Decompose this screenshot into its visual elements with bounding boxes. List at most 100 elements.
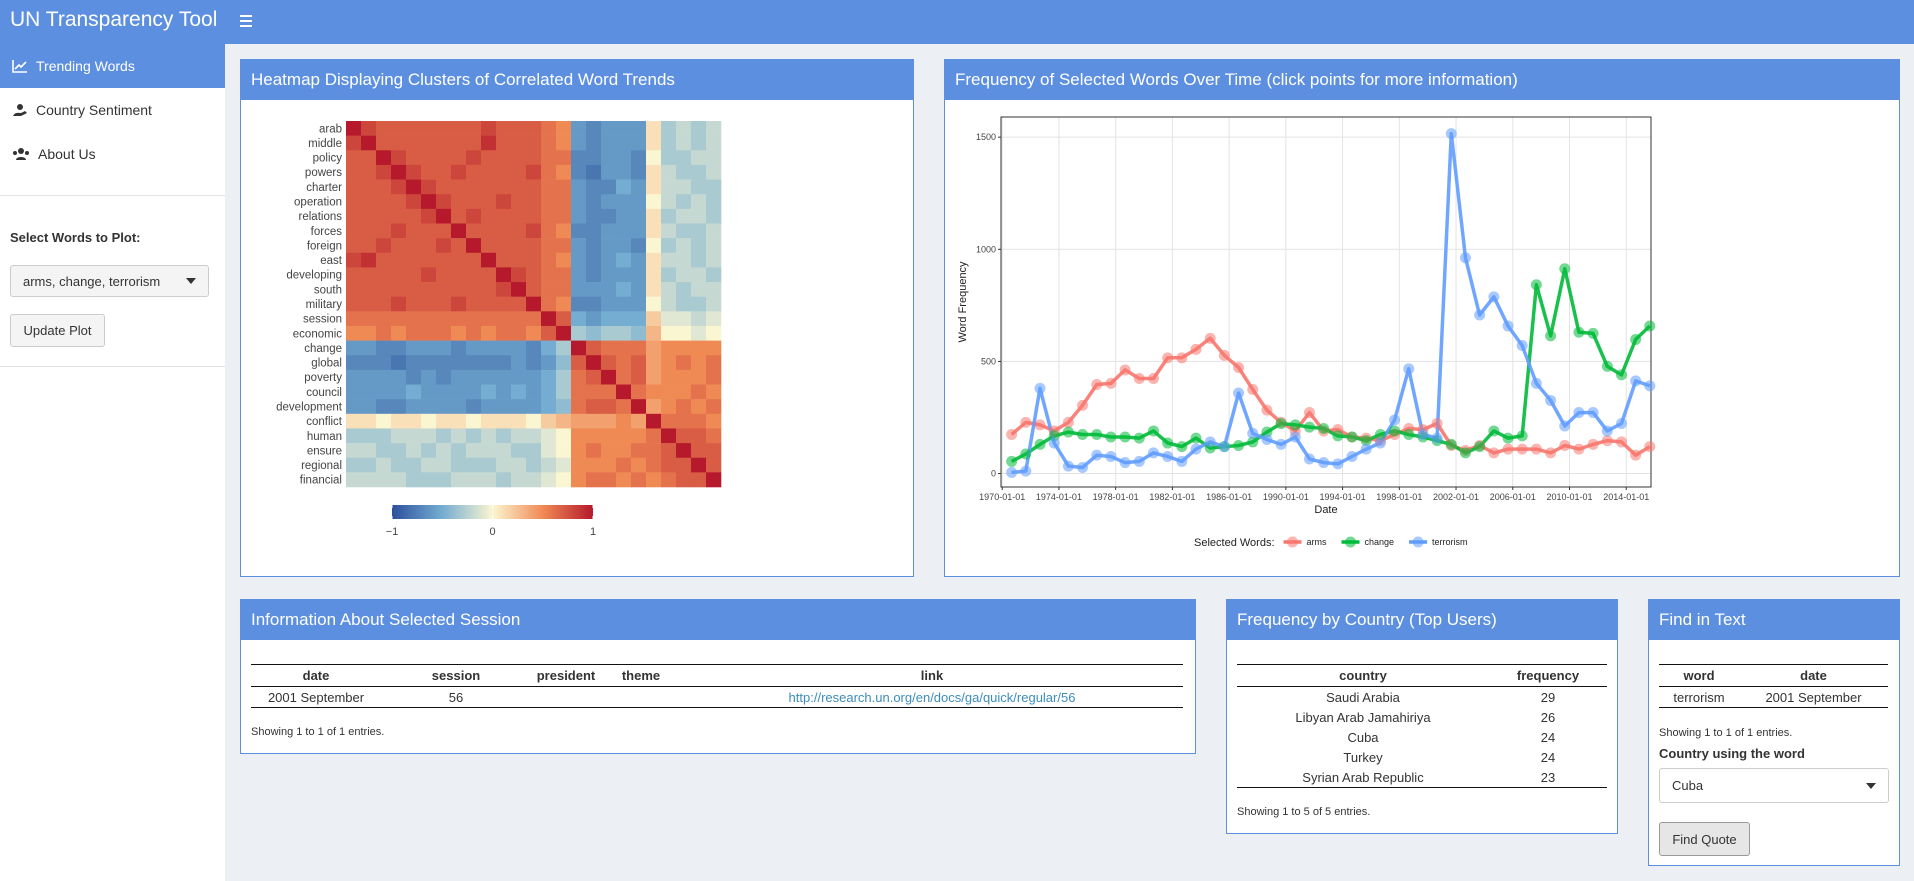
data-point[interactable] <box>1119 431 1131 443</box>
data-point[interactable] <box>1403 429 1415 441</box>
word-select[interactable]: arms, change, terrorism <box>10 265 209 297</box>
table-cell[interactable]: http://research.un.org/en/docs/ga/quick/… <box>681 686 1183 708</box>
data-point[interactable] <box>1289 419 1301 431</box>
data-point[interactable] <box>1573 326 1585 338</box>
data-point[interactable] <box>1346 431 1358 443</box>
data-point[interactable] <box>1303 453 1315 465</box>
data-point[interactable] <box>1204 436 1216 448</box>
data-point[interactable] <box>1247 383 1259 395</box>
data-point[interactable] <box>1091 379 1103 391</box>
data-point[interactable] <box>1020 448 1032 460</box>
data-point[interactable] <box>1303 421 1315 433</box>
data-point[interactable] <box>1615 369 1627 381</box>
data-point[interactable] <box>1587 327 1599 339</box>
data-point[interactable] <box>1133 372 1145 384</box>
data-point[interactable] <box>1034 382 1046 394</box>
data-point[interactable] <box>1644 320 1656 332</box>
data-point[interactable] <box>1573 443 1585 455</box>
data-point[interactable] <box>1559 440 1571 452</box>
data-point[interactable] <box>1218 441 1230 453</box>
update-button[interactable]: Update Plot <box>10 314 105 347</box>
data-point[interactable] <box>1403 363 1415 375</box>
data-point[interactable] <box>1176 441 1188 453</box>
data-point[interactable] <box>1162 451 1174 463</box>
data-point[interactable] <box>1601 425 1613 437</box>
data-point[interactable] <box>1431 418 1443 430</box>
data-point[interactable] <box>1176 352 1188 364</box>
data-point[interactable] <box>1601 435 1613 447</box>
data-point[interactable] <box>1233 361 1245 373</box>
data-point[interactable] <box>1204 332 1216 344</box>
data-point[interactable] <box>1062 460 1074 472</box>
find-button[interactable]: Find Quote <box>1659 822 1750 856</box>
data-point[interactable] <box>1530 279 1542 291</box>
data-point[interactable] <box>1332 458 1344 470</box>
data-point[interactable] <box>1516 430 1528 442</box>
data-point[interactable] <box>1162 352 1174 364</box>
data-point[interactable] <box>1488 447 1500 459</box>
data-point[interactable] <box>1516 340 1528 352</box>
data-point[interactable] <box>1261 433 1273 445</box>
data-point[interactable] <box>1360 435 1372 447</box>
data-point[interactable] <box>1133 455 1145 467</box>
data-point[interactable] <box>1176 455 1188 467</box>
data-point[interactable] <box>1020 416 1032 428</box>
data-point[interactable] <box>1587 438 1599 450</box>
data-point[interactable] <box>1530 443 1542 455</box>
data-point[interactable] <box>1502 432 1514 444</box>
data-point[interactable] <box>1459 447 1471 459</box>
data-point[interactable] <box>1488 425 1500 437</box>
data-point[interactable] <box>1644 441 1656 453</box>
data-point[interactable] <box>1020 465 1032 477</box>
data-point[interactable] <box>1105 431 1117 443</box>
data-point[interactable] <box>1105 377 1117 389</box>
data-point[interactable] <box>1417 429 1429 441</box>
data-point[interactable] <box>1077 461 1089 473</box>
data-point[interactable] <box>1147 425 1159 437</box>
data-point[interactable] <box>1289 431 1301 443</box>
data-point[interactable] <box>1374 437 1386 449</box>
data-point[interactable] <box>1389 414 1401 426</box>
data-point[interactable] <box>1474 309 1486 321</box>
data-point[interactable] <box>1644 380 1656 392</box>
data-point[interactable] <box>1062 416 1074 428</box>
data-point[interactable] <box>1601 360 1613 372</box>
data-point[interactable] <box>1459 252 1471 264</box>
data-point[interactable] <box>1374 429 1386 441</box>
data-point[interactable] <box>1630 333 1642 345</box>
data-point[interactable] <box>1318 422 1330 434</box>
data-point[interactable] <box>1389 425 1401 437</box>
data-point[interactable] <box>1587 407 1599 419</box>
data-point[interactable] <box>1247 436 1259 448</box>
data-point[interactable] <box>1247 427 1259 439</box>
data-point[interactable] <box>1488 291 1500 303</box>
data-point[interactable] <box>1360 443 1372 455</box>
data-point[interactable] <box>1545 394 1557 406</box>
data-point[interactable] <box>1318 457 1330 469</box>
data-point[interactable] <box>1034 438 1046 450</box>
data-point[interactable] <box>1233 440 1245 452</box>
data-point[interactable] <box>1502 443 1514 455</box>
data-point[interactable] <box>1431 432 1443 444</box>
data-point[interactable] <box>1162 437 1174 449</box>
data-point[interactable] <box>1445 438 1457 450</box>
data-point[interactable] <box>1530 377 1542 389</box>
data-point[interactable] <box>1077 429 1089 441</box>
data-point[interactable] <box>1105 451 1117 463</box>
data-point[interactable] <box>1474 441 1486 453</box>
data-point[interactable] <box>1034 419 1046 431</box>
menu-toggle[interactable] <box>240 14 254 28</box>
data-point[interactable] <box>1630 449 1642 461</box>
data-point[interactable] <box>1630 375 1642 387</box>
data-point[interactable] <box>1445 128 1457 140</box>
data-point[interactable] <box>1077 399 1089 411</box>
data-point[interactable] <box>1062 426 1074 438</box>
data-point[interactable] <box>1275 438 1287 450</box>
menu-item[interactable]: About Us <box>0 132 225 176</box>
data-point[interactable] <box>1133 432 1145 444</box>
data-point[interactable] <box>1006 466 1018 478</box>
data-point[interactable] <box>1275 418 1287 430</box>
data-point[interactable] <box>1559 263 1571 275</box>
menu-item[interactable]: Trending Words <box>0 44 225 88</box>
data-point[interactable] <box>1545 447 1557 459</box>
